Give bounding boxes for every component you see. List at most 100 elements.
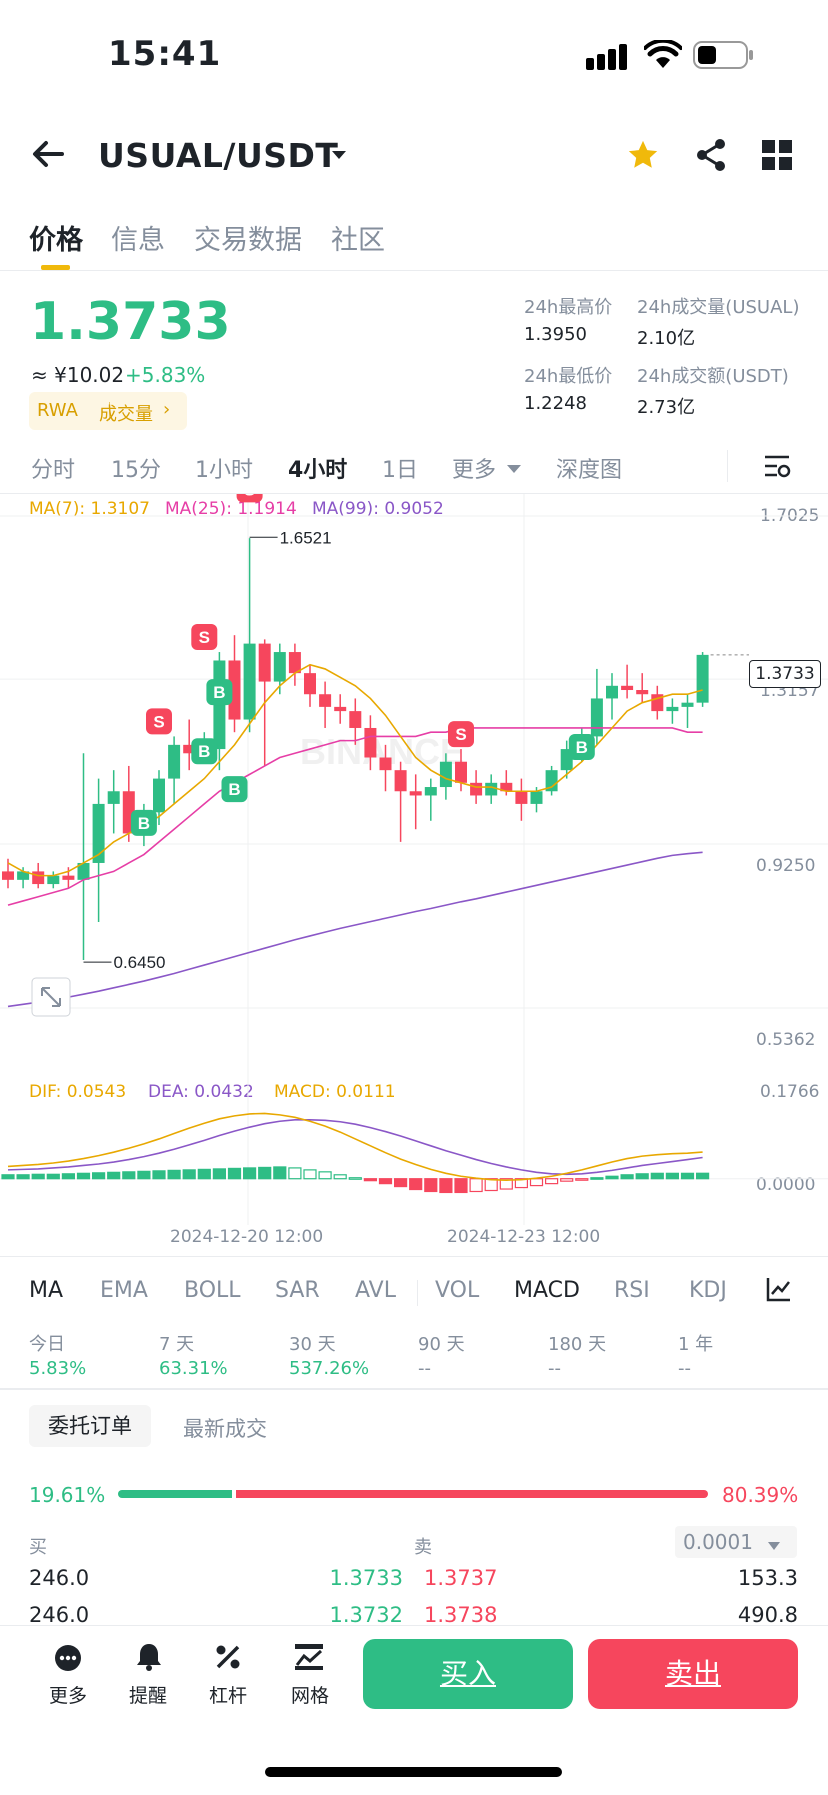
y-label-3: 0.9250 <box>756 856 816 876</box>
interval-1h[interactable]: 1小时 <box>195 458 253 483</box>
more-menu-icon[interactable] <box>54 1644 82 1676</box>
perf-divider <box>0 1388 828 1390</box>
candle-body <box>379 757 392 771</box>
indicator-ema[interactable]: EMA <box>100 1278 148 1303</box>
candle-body <box>666 706 679 712</box>
macd-bar <box>424 1178 438 1193</box>
signal-label: S <box>455 725 466 744</box>
y-label-bottom: 0.5362 <box>756 1030 816 1050</box>
macd-bar <box>348 1177 362 1180</box>
buy-sell-ratio-bar <box>118 1490 708 1498</box>
dea-line <box>7 1118 703 1176</box>
macd-bar <box>122 1171 136 1180</box>
stat-amount-label: 24h成交额(USDT) <box>637 366 789 387</box>
ask-quantity[interactable]: 490.8 <box>737 1603 798 1625</box>
macd-bar <box>152 1170 166 1180</box>
home-indicator <box>265 1767 562 1777</box>
indicator-avl[interactable]: AVL <box>355 1278 396 1303</box>
interval-time[interactable]: 分时 <box>31 458 76 483</box>
chart-settings-icon[interactable] <box>763 452 791 484</box>
nav-alert-label[interactable]: 提醒 <box>128 1685 167 1707</box>
macd-bar <box>303 1169 317 1180</box>
tab-trades[interactable]: 最新成交 <box>183 1417 267 1441</box>
macd-bar <box>590 1177 604 1180</box>
pair-dropdown-icon[interactable] <box>330 147 348 166</box>
interval-more[interactable]: 更多 <box>452 458 497 483</box>
macd-bar <box>695 1172 710 1180</box>
macd-y-zero: 0.0000 <box>756 1175 816 1195</box>
indicator-vol[interactable]: VOL <box>435 1278 480 1303</box>
bid-quantity[interactable]: 246.0 <box>29 1566 90 1590</box>
candle-body <box>349 711 362 728</box>
grid-layout-icon[interactable] <box>762 140 792 174</box>
dif-line <box>7 1112 703 1181</box>
favorite-star-icon[interactable] <box>626 138 660 176</box>
ask-quantity[interactable]: 153.3 <box>737 1566 798 1590</box>
bid-price[interactable]: 1.3732 <box>329 1603 403 1625</box>
tag-badge[interactable]: RWA 成交量 › <box>29 392 187 430</box>
ask-price[interactable]: 1.3737 <box>424 1566 498 1590</box>
candle-body <box>153 778 165 813</box>
signal-label: B <box>213 683 225 702</box>
nav-more-label[interactable]: 更多 <box>48 1685 87 1707</box>
perf-label: 今日 <box>29 1334 65 1355</box>
nav-leverage-label[interactable]: 杠杆 <box>208 1685 247 1707</box>
sell-signal-badge <box>448 721 474 748</box>
macd-bar <box>273 1166 287 1180</box>
tab-orders[interactable]: 委托订单 <box>29 1405 151 1447</box>
share-icon[interactable] <box>694 138 728 176</box>
perf-value: 5.83% <box>29 1358 87 1379</box>
indicator-macd[interactable]: MACD <box>514 1278 580 1303</box>
stat-low-label: 24h最低价 <box>524 366 613 387</box>
interval-15m[interactable]: 15分 <box>111 458 161 483</box>
macd-bar <box>91 1172 106 1180</box>
nav-grid-label[interactable]: 网格 <box>290 1685 329 1707</box>
macd-chart[interactable] <box>0 1050 828 1225</box>
indicator-boll[interactable]: BOLL <box>184 1278 241 1303</box>
candle-body <box>92 803 105 863</box>
candle-body <box>228 660 241 720</box>
bid-price[interactable]: 1.3733 <box>329 1566 403 1590</box>
interval-1d[interactable]: 1日 <box>382 458 418 483</box>
signal-icon <box>586 44 636 74</box>
more-dropdown-icon[interactable] <box>506 460 522 479</box>
interval-4h[interactable]: 4小时 <box>288 458 348 483</box>
indicator-kdj[interactable]: KDJ <box>689 1278 727 1303</box>
candle-body <box>651 694 664 712</box>
perf-label: 7 天 <box>159 1334 195 1355</box>
indicator-rsi[interactable]: RSI <box>614 1278 650 1303</box>
sell-signal-badge <box>146 708 172 735</box>
precision-select[interactable]: 0.0001 <box>675 1526 797 1558</box>
macd-bar <box>243 1167 257 1180</box>
sell-button[interactable]: 卖出 <box>588 1639 798 1709</box>
tab-community[interactable]: 社区 <box>331 225 385 256</box>
chevron-right-icon: › <box>163 399 171 420</box>
macd-bar <box>182 1169 196 1180</box>
pair-title[interactable]: USUAL/USDT <box>98 136 339 175</box>
leverage-icon[interactable] <box>214 1643 242 1675</box>
tab-price[interactable]: 价格 <box>29 225 83 256</box>
ask-price[interactable]: 1.3738 <box>424 1603 498 1625</box>
tab-info[interactable]: 信息 <box>111 225 165 256</box>
back-icon[interactable] <box>30 138 66 174</box>
buy-button[interactable]: 买入 <box>363 1639 573 1709</box>
interval-depth[interactable]: 深度图 <box>556 458 623 483</box>
buy-column-label: 买 <box>29 1537 47 1558</box>
indicator-sar[interactable]: SAR <box>275 1278 320 1303</box>
bid-quantity[interactable]: 246.0 <box>29 1603 90 1625</box>
indicator-settings-icon[interactable] <box>766 1276 792 1306</box>
indicator-ma[interactable]: MA <box>29 1278 64 1303</box>
buy-signal-badge <box>191 738 218 765</box>
tab-trading-data[interactable]: 交易数据 <box>194 225 302 256</box>
wifi-icon <box>643 38 683 74</box>
candle-body <box>243 643 256 720</box>
grid-bot-icon[interactable] <box>294 1643 324 1675</box>
sell-signal-badge <box>191 624 218 651</box>
candle-body <box>485 782 498 796</box>
tag-divider <box>109 402 110 420</box>
perf-value: 537.26% <box>289 1358 370 1379</box>
signal-label: S <box>153 712 164 731</box>
bell-icon[interactable] <box>135 1642 163 1676</box>
macd-bar <box>76 1172 91 1180</box>
